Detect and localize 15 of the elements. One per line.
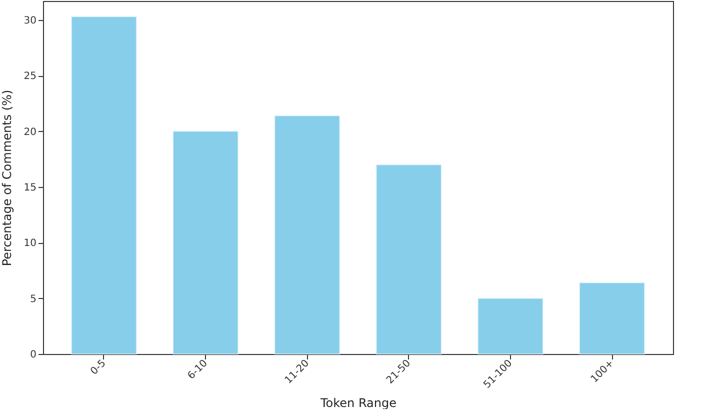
y-tick-label: 0 <box>30 350 36 360</box>
bar <box>172 130 238 354</box>
y-tick-label: 25 <box>24 71 36 82</box>
y-tick-label: 20 <box>24 126 36 138</box>
y-tick-label: 10 <box>24 238 36 250</box>
bar <box>274 115 340 354</box>
y-tick-label: 5 <box>30 294 36 305</box>
x-tick-label: 0-5 <box>88 358 108 378</box>
bar <box>478 298 544 354</box>
y-axis-title: Percentage of Comments (%) <box>0 90 14 266</box>
y-tick-label: 30 <box>24 15 36 26</box>
y-tick-label: 15 <box>24 182 36 194</box>
bar <box>376 164 442 354</box>
bar <box>579 282 645 354</box>
bar <box>71 16 137 354</box>
